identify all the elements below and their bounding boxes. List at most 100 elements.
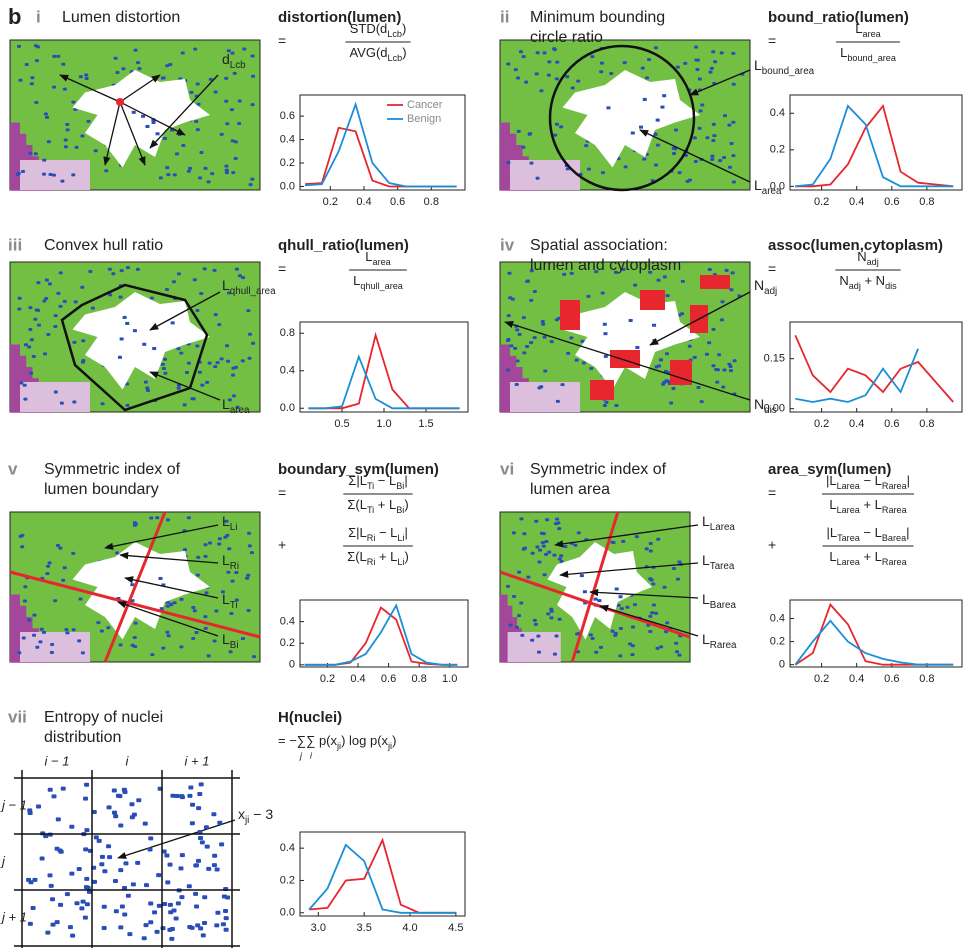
annotation: xji − 3 bbox=[238, 806, 273, 826]
x-tick-label: 0.2 bbox=[323, 196, 338, 208]
nucleus bbox=[251, 103, 255, 106]
nucleus bbox=[56, 292, 60, 295]
nucleus bbox=[713, 60, 717, 63]
nucleus bbox=[545, 518, 549, 521]
stroma bbox=[500, 595, 508, 607]
nucleus bbox=[732, 83, 736, 86]
panel-title: Minimum bounding bbox=[530, 9, 665, 26]
nucleus bbox=[720, 51, 724, 54]
nucleus bbox=[594, 598, 598, 601]
nucleus bbox=[181, 52, 185, 55]
nucleus bbox=[648, 615, 652, 618]
nucleus bbox=[521, 146, 525, 149]
grid-row-label: j + 1 bbox=[0, 909, 27, 924]
nucleus bbox=[28, 922, 33, 926]
nucleus bbox=[114, 909, 119, 913]
annotation: Lbound_area bbox=[754, 57, 815, 77]
nucleus bbox=[197, 103, 201, 106]
subscript: Barea bbox=[710, 600, 737, 611]
nucleus bbox=[225, 344, 229, 347]
panel-title: Entropy of nuclei bbox=[44, 709, 163, 726]
nucleus bbox=[59, 271, 63, 274]
nucleus bbox=[107, 805, 112, 809]
nucleus bbox=[63, 566, 67, 569]
text-part: + L bbox=[860, 497, 882, 512]
nucleus bbox=[205, 381, 209, 384]
stroma bbox=[500, 345, 510, 357]
subscript: adj bbox=[849, 281, 861, 291]
nucleus bbox=[245, 577, 249, 580]
nucleus bbox=[676, 578, 680, 581]
grid-row-label: j bbox=[0, 853, 6, 868]
nucleus bbox=[17, 172, 21, 175]
nucleus bbox=[70, 934, 75, 938]
nucleus bbox=[188, 785, 193, 789]
nucleus bbox=[51, 794, 56, 798]
nucleus bbox=[534, 623, 538, 626]
nucleus bbox=[723, 114, 727, 117]
nucleus bbox=[176, 347, 180, 350]
text-part: | bbox=[907, 473, 910, 488]
stroma-light bbox=[20, 382, 90, 412]
nucleus bbox=[683, 62, 687, 65]
nucleus bbox=[71, 552, 75, 555]
nucleus bbox=[195, 309, 199, 312]
nucleus bbox=[204, 627, 208, 630]
nucleus bbox=[611, 630, 615, 633]
text-part: L bbox=[702, 513, 710, 529]
nucleus bbox=[156, 873, 161, 877]
nucleus bbox=[166, 173, 170, 176]
nucleus bbox=[711, 139, 715, 142]
nucleus bbox=[166, 518, 170, 521]
y-tick-label: 0.4 bbox=[280, 133, 295, 145]
nucleus bbox=[524, 81, 528, 84]
nucleus bbox=[17, 45, 21, 48]
nucleus bbox=[92, 880, 97, 884]
x-tick-label: 0.4 bbox=[356, 196, 371, 208]
nucleus bbox=[165, 880, 170, 884]
nucleus bbox=[630, 653, 634, 656]
nucleus bbox=[127, 932, 132, 936]
y-tick-label: 0.0 bbox=[770, 180, 785, 192]
series-line bbox=[795, 335, 953, 402]
nucleus bbox=[721, 386, 725, 389]
formula-denominator: Nadj + Ndis bbox=[839, 273, 897, 291]
nucleus bbox=[654, 163, 658, 166]
nucleus bbox=[555, 518, 559, 521]
stroma bbox=[10, 595, 20, 607]
nucleus bbox=[613, 634, 617, 637]
panel-title: Convex hull ratio bbox=[44, 237, 163, 254]
nucleus bbox=[114, 57, 118, 60]
nucleus bbox=[58, 903, 63, 907]
nucleus bbox=[251, 55, 255, 58]
annotation: LBarea bbox=[702, 591, 736, 611]
nucleus bbox=[31, 906, 36, 910]
nucleus bbox=[56, 55, 60, 58]
nucleus bbox=[518, 333, 522, 336]
stroma bbox=[500, 367, 523, 379]
nucleus bbox=[36, 281, 40, 284]
nucleus bbox=[213, 640, 217, 643]
subscript: qhull_area bbox=[230, 286, 276, 297]
nucleus bbox=[177, 272, 181, 275]
nucleus bbox=[618, 654, 622, 657]
nucleus bbox=[179, 895, 184, 899]
nucleus bbox=[187, 516, 191, 519]
nucleus bbox=[531, 552, 535, 555]
nucleus bbox=[173, 601, 177, 604]
nucleus bbox=[651, 582, 655, 585]
nucleus bbox=[529, 299, 533, 302]
nucleus bbox=[710, 158, 714, 161]
nucleus bbox=[66, 128, 70, 131]
nucleus bbox=[552, 554, 556, 557]
nucleus bbox=[575, 359, 579, 362]
nucleus bbox=[196, 859, 201, 863]
nucleus bbox=[232, 394, 236, 397]
nucleus bbox=[655, 365, 659, 368]
nucleus bbox=[643, 98, 647, 101]
nucleus bbox=[194, 120, 198, 123]
subscript: Bi bbox=[396, 481, 404, 491]
nucleus bbox=[126, 894, 131, 898]
nucleus bbox=[200, 384, 204, 387]
nucleus bbox=[48, 282, 52, 285]
